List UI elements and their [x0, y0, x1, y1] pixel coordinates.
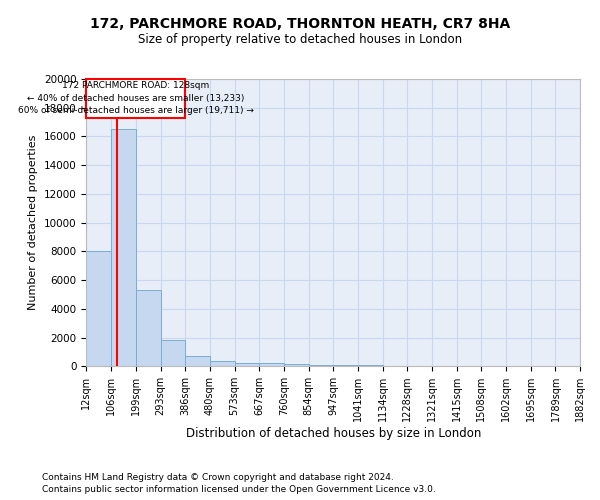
X-axis label: Distribution of detached houses by size in London: Distribution of detached houses by size … — [185, 427, 481, 440]
Bar — [86, 252, 111, 366]
Bar — [284, 364, 308, 366]
Bar — [86, 79, 185, 118]
Bar — [210, 361, 235, 366]
Text: Size of property relative to detached houses in London: Size of property relative to detached ho… — [138, 32, 462, 46]
Text: Contains HM Land Registry data © Crown copyright and database right 2024.: Contains HM Land Registry data © Crown c… — [42, 472, 394, 482]
Text: Contains public sector information licensed under the Open Government Licence v3: Contains public sector information licen… — [42, 485, 436, 494]
Text: 172, PARCHMORE ROAD, THORNTON HEATH, CR7 8HA: 172, PARCHMORE ROAD, THORNTON HEATH, CR7… — [90, 18, 510, 32]
Bar — [136, 290, 161, 366]
Bar — [111, 130, 136, 366]
Bar — [161, 340, 185, 366]
Bar — [308, 365, 333, 366]
Text: 172 PARCHMORE ROAD: 128sqm
← 40% of detached houses are smaller (13,233)
60% of : 172 PARCHMORE ROAD: 128sqm ← 40% of deta… — [18, 82, 254, 116]
Y-axis label: Number of detached properties: Number of detached properties — [28, 135, 38, 310]
Bar — [235, 362, 259, 366]
Bar — [333, 365, 358, 366]
Bar — [259, 364, 284, 366]
Bar — [185, 356, 210, 366]
